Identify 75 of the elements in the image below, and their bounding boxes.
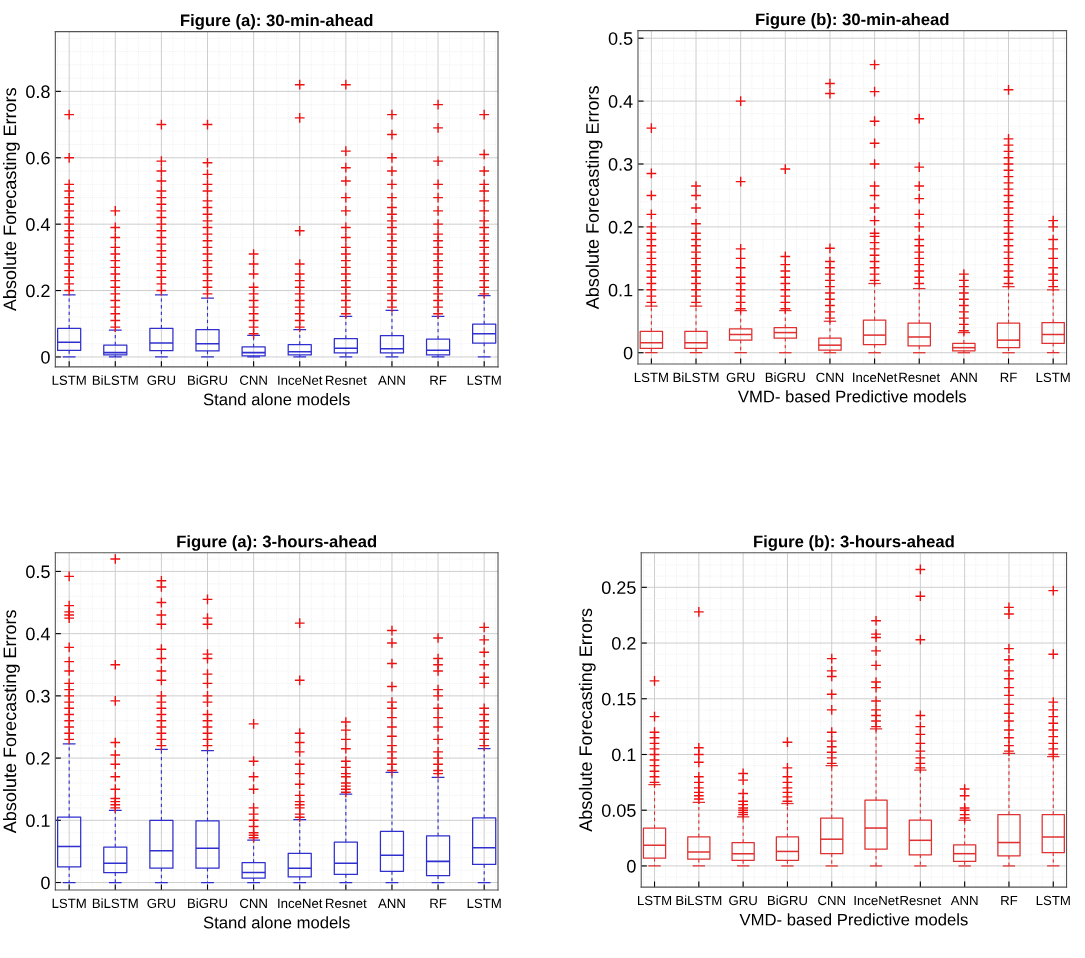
- chart-title: Figure (b): 3-hours-ahead: [754, 535, 954, 551]
- x-tick-label: Resnet: [899, 372, 941, 383]
- x-axis-title: Stand alone models: [203, 916, 350, 929]
- x-tick-label: RF: [1000, 372, 1017, 382]
- x-tick-label: ANN: [378, 375, 405, 385]
- y-tick-label: 0.8: [26, 85, 50, 99]
- x-tick-label: LSTM: [52, 898, 86, 909]
- y-tick-label: 0.3: [608, 157, 633, 171]
- x-tick-label: CNN: [240, 375, 267, 385]
- y-tick-label: 0.5: [608, 32, 633, 45]
- x-tick-label: LSTM: [1036, 372, 1070, 383]
- x-tick-label: InceNet: [854, 895, 899, 906]
- x-tick-label: BiLSTM: [92, 375, 138, 385]
- y-tick-label: 0.2: [26, 752, 50, 765]
- y-tick-label: 0.2: [608, 220, 633, 234]
- x-tick-label: GRU: [729, 895, 757, 906]
- y-tick-label: 0.4: [26, 627, 50, 641]
- x-tick-label: BiGRU: [765, 372, 805, 383]
- x-tick-label: Resnet: [326, 375, 367, 385]
- y-axis-title: Absolute Forecasting Errors: [2, 88, 20, 312]
- x-tick-label: LSTM: [1036, 895, 1070, 906]
- x-tick-label: BiGRU: [188, 898, 228, 909]
- y-tick-label: 0.25: [601, 581, 636, 595]
- y-tick-label: 0: [41, 350, 50, 364]
- x-tick-label: GRU: [147, 898, 176, 909]
- y-axis-title: Absolute Forecasting Errors: [585, 86, 603, 310]
- x-tick-label: LSTM: [467, 375, 501, 385]
- x-tick-label: BiGRU: [767, 895, 807, 906]
- x-tick-label: InceNet: [853, 372, 898, 383]
- x-tick-label: LSTM: [638, 895, 672, 906]
- y-tick-label: 0: [41, 876, 50, 890]
- y-tick-label: 0.4: [608, 95, 633, 108]
- y-tick-label: 0: [623, 346, 633, 360]
- x-tick-label: CNN: [818, 895, 845, 906]
- chart-title: Figure (b): 30-min-ahead: [756, 13, 949, 29]
- y-axis-title: Absolute Forecasting Errors: [578, 608, 596, 832]
- y-tick-label: 0: [627, 859, 636, 873]
- x-tick-label: GRU: [147, 375, 176, 385]
- x-tick-label: ANN: [378, 898, 405, 908]
- x-tick-label: LSTM: [52, 375, 86, 385]
- x-tick-label: Resnet: [900, 895, 942, 906]
- x-tick-label: BiGRU: [188, 375, 228, 385]
- y-tick-label: 0.6: [26, 151, 50, 165]
- x-tick-label: InceNet: [278, 898, 323, 909]
- y-tick-label: 0.1: [611, 748, 636, 762]
- x-tick-label: BiLSTM: [676, 895, 722, 906]
- y-tick-label: 0.3: [26, 689, 50, 703]
- x-axis-title: VMD- based Predictive models: [737, 390, 967, 403]
- chart-title: Figure (a): 30-min-ahead: [181, 13, 373, 30]
- chart-title: Figure (a): 3-hours-ahead: [177, 535, 377, 551]
- x-tick-label: LSTM: [467, 898, 501, 909]
- y-tick-label: 0.2: [26, 284, 50, 298]
- y-tick-label: 0.1: [26, 814, 50, 828]
- x-tick-label: CNN: [240, 898, 267, 909]
- y-axis-title: Absolute Forecasting Errors: [2, 610, 20, 834]
- x-tick-label: RF: [430, 375, 447, 385]
- x-axis-title: VMD- based Predictive models: [739, 913, 968, 926]
- x-tick-label: Resnet: [326, 898, 367, 909]
- x-tick-label: InceNet: [278, 375, 323, 385]
- x-tick-label: RF: [430, 898, 447, 908]
- y-tick-label: 0.1: [608, 283, 633, 297]
- x-tick-label: CNN: [816, 372, 844, 383]
- y-tick-label: 0.5: [26, 565, 50, 579]
- y-tick-label: 0.2: [611, 636, 636, 650]
- x-tick-label: RF: [1001, 895, 1018, 905]
- y-tick-label: 0.4: [26, 218, 50, 231]
- x-tick-label: ANN: [950, 895, 978, 905]
- x-axis-title: Stand alone models: [203, 393, 350, 406]
- y-tick-label: 0.15: [601, 692, 636, 706]
- x-tick-label: ANN: [949, 372, 977, 382]
- y-tick-label: 0.05: [601, 804, 636, 817]
- x-tick-label: BiLSTM: [92, 898, 138, 909]
- x-tick-label: BiLSTM: [673, 372, 719, 383]
- x-tick-label: LSTM: [634, 372, 668, 383]
- x-tick-label: GRU: [726, 372, 755, 383]
